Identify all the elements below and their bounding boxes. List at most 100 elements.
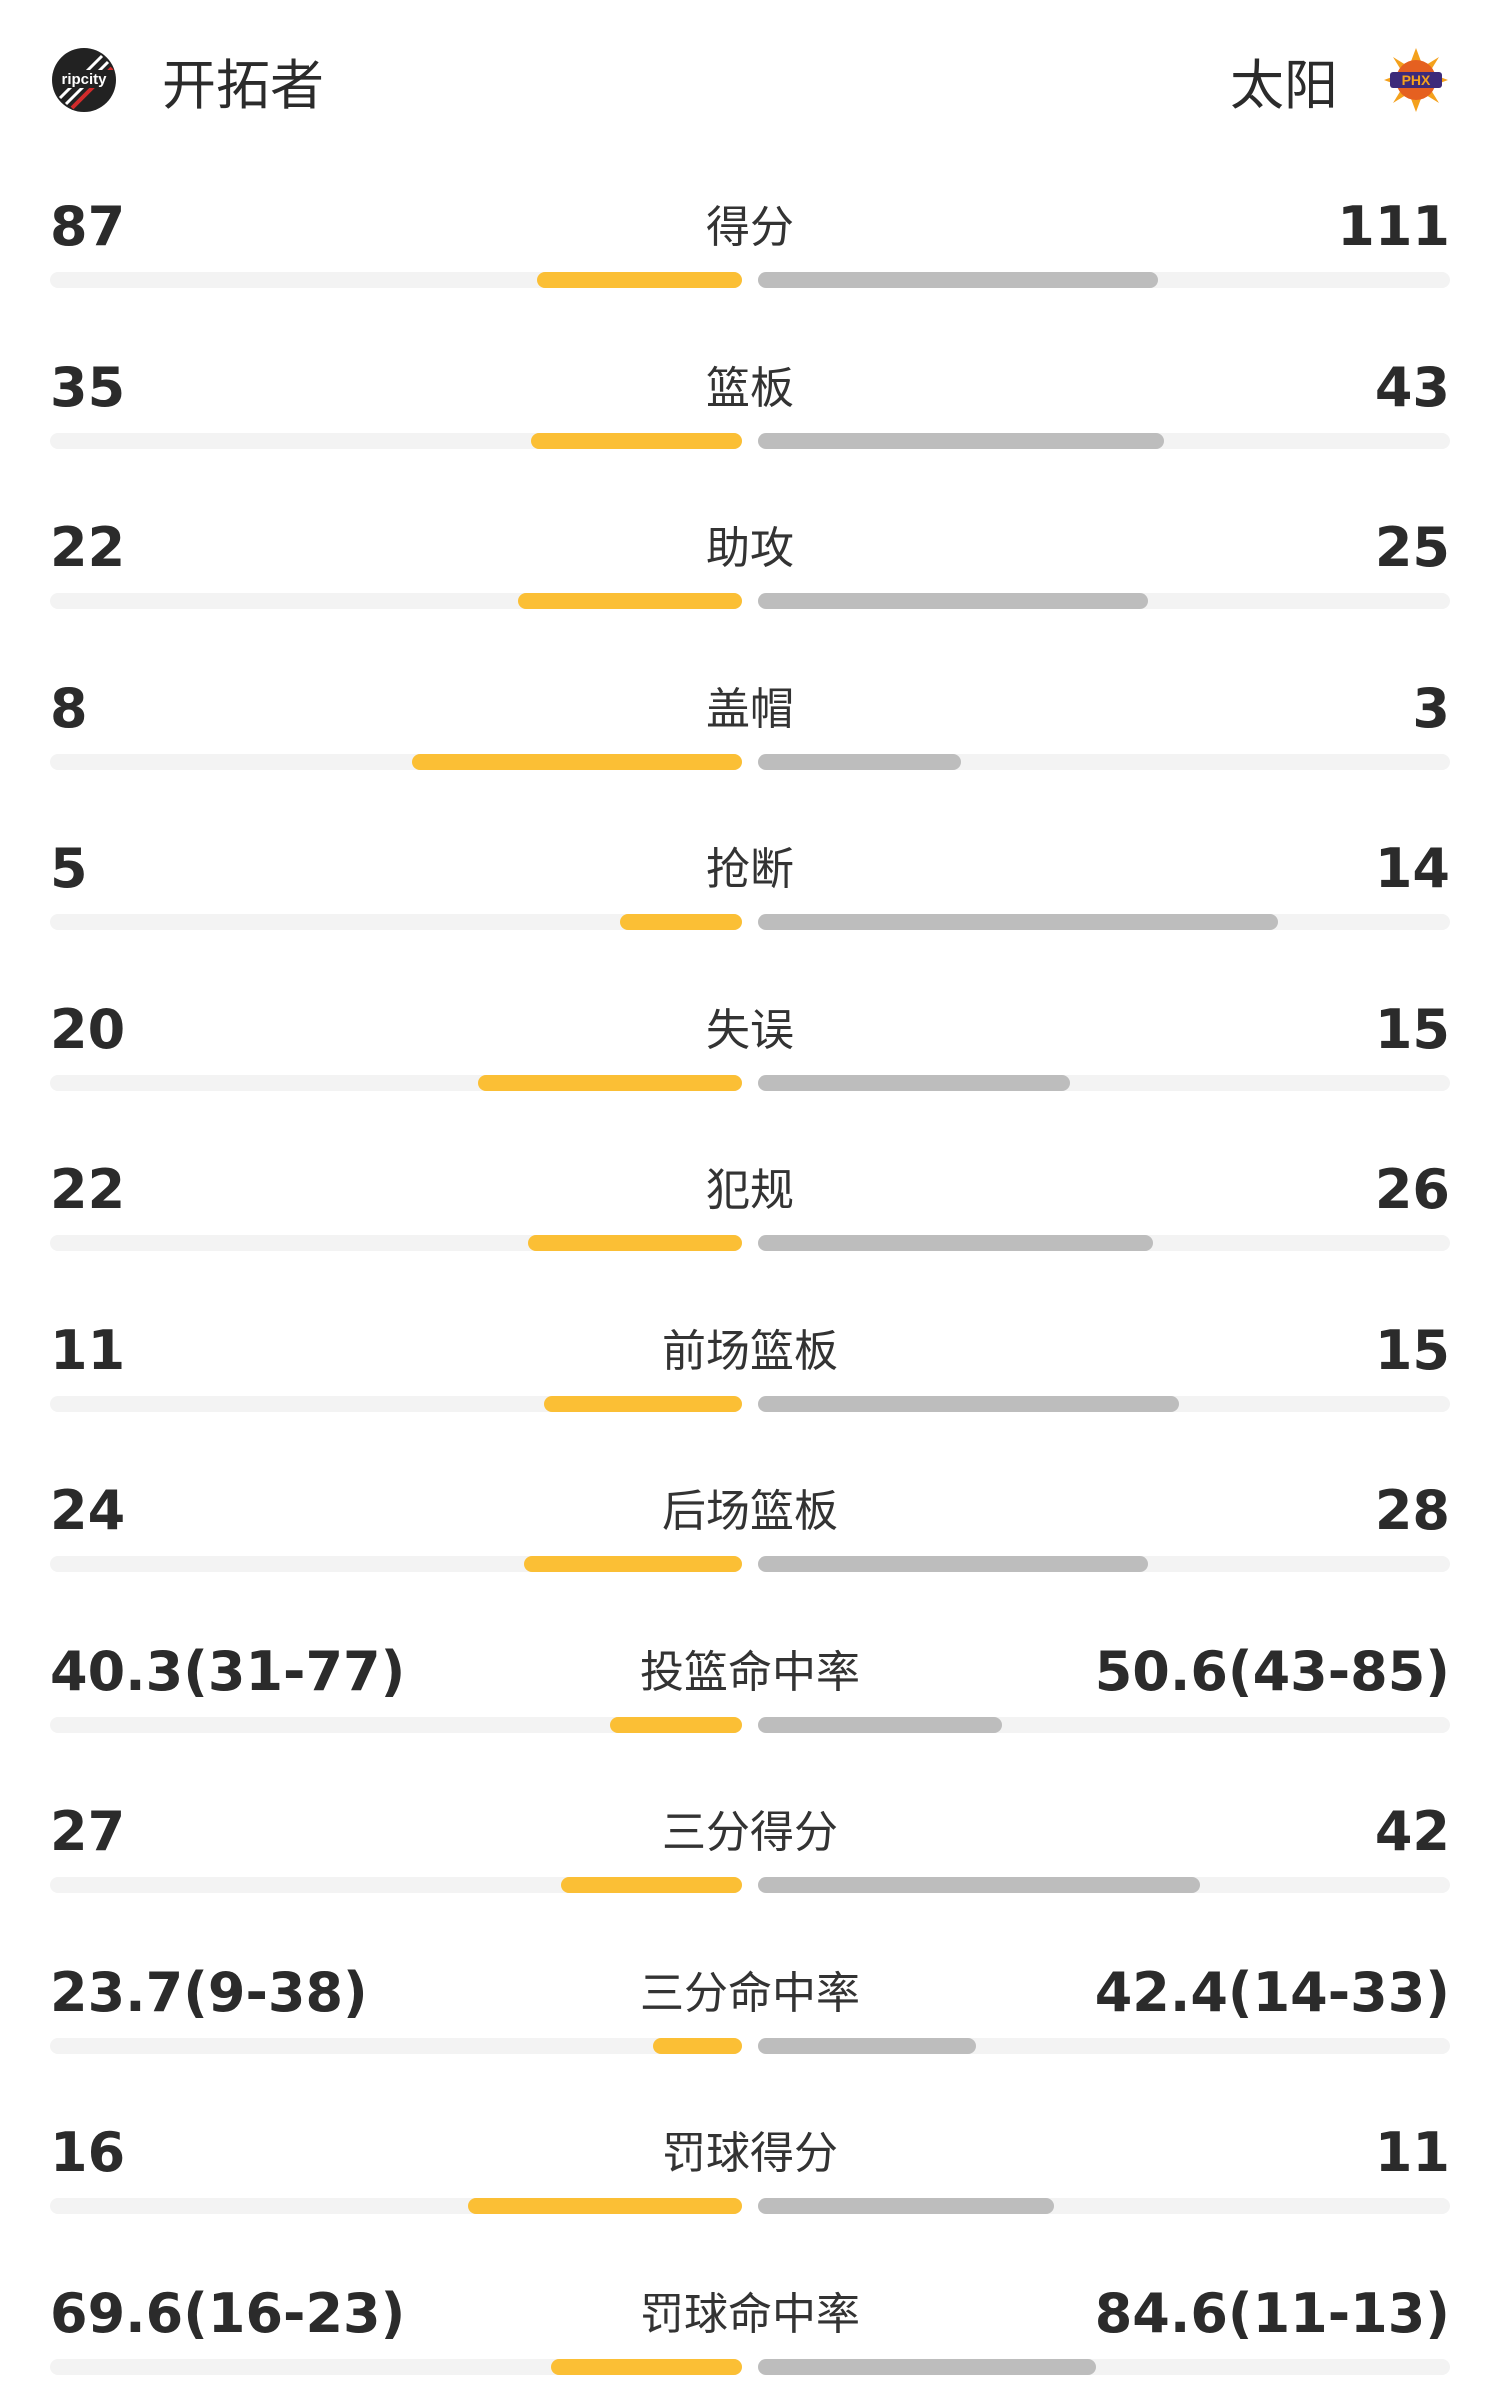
- away-stat-value: 84.6(11-13): [1094, 2281, 1450, 2345]
- stat-row: 24 后场篮板 28: [50, 1464, 1450, 1625]
- away-stat-bar: [758, 753, 961, 770]
- home-stat-value: 35: [50, 355, 126, 419]
- home-stat-bar: [524, 1556, 742, 1572]
- home-stat-bar: [550, 2358, 742, 2375]
- stats-list: 87 得分 111 35 篮板 43 22 助攻 25 8 盖帽 3 5 抢断 14 20 失误 15 22 犯规 26…: [50, 180, 1450, 2400]
- home-stat-bar-track: [50, 1395, 742, 1412]
- home-stat-value: 27: [50, 1800, 126, 1863]
- blazers-ripcity-logo-icon: ripcity: [52, 48, 116, 112]
- stat-label: 罚球命中率: [640, 2288, 860, 2340]
- home-stat-bar: [527, 1235, 742, 1251]
- away-stat-bar: [758, 1074, 1070, 1091]
- away-stat-bar-track: [758, 593, 1450, 609]
- away-stat-bar: [758, 1395, 1180, 1412]
- home-team-name: 开拓者: [162, 53, 324, 117]
- away-team-name: 太阳: [1230, 53, 1338, 117]
- stat-row: 16 罚球得分 11: [50, 2106, 1450, 2267]
- stat-row: 87 得分 111: [50, 180, 1450, 341]
- away-stat-value: 26: [1374, 1158, 1450, 1221]
- away-stat-bar-track: [758, 432, 1450, 449]
- stat-label: 犯规: [706, 1165, 794, 1216]
- away-stat-bar: [758, 593, 1148, 609]
- home-stat-bar-track: [50, 593, 742, 609]
- stat-label: 投篮命中率: [640, 1646, 860, 1698]
- home-stat-value: 16: [50, 2121, 126, 2184]
- home-stat-bar-track: [50, 1235, 742, 1251]
- away-stat-bar-track: [758, 2198, 1450, 2214]
- home-stat-bar-track: [50, 1716, 742, 1733]
- away-stat-value: 28: [1374, 1479, 1450, 1542]
- home-stat-bar-track: [50, 1877, 742, 1893]
- away-stat-bar-track: [758, 1235, 1450, 1251]
- stat-row: 35 篮板 43: [50, 341, 1450, 502]
- home-stat-value: 22: [50, 516, 126, 579]
- stat-label: 助攻: [706, 523, 794, 574]
- away-stat-bar-track: [758, 753, 1450, 770]
- stat-row: 27 三分得分 42: [50, 1785, 1450, 1946]
- home-stat-bar-track: [50, 1074, 742, 1091]
- stat-row: 22 犯规 26: [50, 1143, 1450, 1304]
- away-stat-value: 111: [1337, 195, 1450, 258]
- away-stat-value: 15: [1374, 997, 1450, 1061]
- stat-row: 5 抢断 14: [50, 822, 1450, 983]
- stat-label: 篮板: [706, 362, 794, 414]
- home-stat-bar: [560, 1877, 742, 1893]
- home-stat-value: 40.3(31-77): [50, 1639, 406, 1703]
- match-header: ripcity 开拓者 太阳 PHX: [50, 40, 1450, 120]
- home-stat-value: 22: [50, 1158, 126, 1221]
- away-team[interactable]: 太阳 PHX: [1230, 40, 1450, 120]
- home-stat-bar: [530, 432, 742, 449]
- home-stat-bar-track: [50, 432, 742, 449]
- away-stat-bar-track: [758, 1395, 1450, 1412]
- away-stat-bar-track: [758, 272, 1450, 288]
- home-stat-bar-track: [50, 2037, 742, 2054]
- away-stat-bar: [758, 2198, 1055, 2214]
- home-stat-bar: [412, 753, 742, 770]
- home-stat-value: 24: [50, 1479, 126, 1542]
- stat-label: 盖帽: [706, 683, 794, 735]
- home-stat-bar: [468, 2198, 742, 2214]
- away-stat-value: 25: [1374, 516, 1450, 579]
- stat-label: 后场篮板: [662, 1486, 838, 1537]
- away-stat-value: 15: [1374, 1318, 1450, 1382]
- stat-row: 22 助攻 25: [50, 501, 1450, 662]
- home-stat-bar-track: [50, 272, 742, 288]
- away-stat-bar: [758, 1235, 1154, 1251]
- stat-label: 三分得分: [662, 1807, 838, 1858]
- home-stat-value: 11: [50, 1318, 126, 1382]
- away-stat-bar: [758, 2358, 1096, 2375]
- away-stat-bar-track: [758, 2358, 1450, 2375]
- home-stat-value: 23.7(9-38): [50, 1960, 368, 2024]
- stat-label: 三分命中率: [640, 1967, 860, 2019]
- stat-label: 得分: [706, 202, 794, 253]
- away-stat-bar: [758, 1716, 1003, 1733]
- home-team[interactable]: ripcity 开拓者: [50, 40, 324, 120]
- home-stat-bar: [610, 1716, 742, 1733]
- home-stat-bar-track: [50, 2198, 742, 2214]
- home-stat-bar: [544, 1395, 742, 1412]
- home-stat-bar: [517, 593, 742, 609]
- home-stat-bar: [478, 1074, 742, 1091]
- stat-label: 罚球得分: [662, 2128, 838, 2179]
- stat-row: 8 盖帽 3: [50, 662, 1450, 823]
- away-stat-value: 11: [1374, 2121, 1450, 2184]
- suns-phx-logo-icon: PHX: [1384, 48, 1448, 112]
- stat-label: 前场篮板: [662, 1325, 838, 1377]
- stat-row: 23.7(9-38) 三分命中率 42.4(14-33): [50, 1946, 1450, 2107]
- away-stat-bar-track: [758, 1877, 1450, 1893]
- away-stat-bar-track: [758, 914, 1450, 930]
- away-stat-bar: [758, 914, 1278, 930]
- away-stat-bar: [758, 272, 1159, 288]
- stat-row: 40.3(31-77) 投篮命中率 50.6(43-85): [50, 1625, 1450, 1786]
- home-stat-value: 20: [50, 997, 126, 1061]
- away-stat-bar-track: [758, 1716, 1450, 1733]
- away-stat-bar-track: [758, 1074, 1450, 1091]
- stat-row: 69.6(16-23) 罚球命中率 84.6(11-13): [50, 2267, 1450, 2400]
- away-stat-value: 3: [1412, 676, 1450, 740]
- away-stat-bar: [758, 1877, 1200, 1893]
- home-stat-bar: [537, 272, 742, 288]
- home-stat-value: 69.6(16-23): [50, 2281, 406, 2345]
- home-stat-value: 8: [50, 676, 88, 740]
- logo-text-away: PHX: [1402, 72, 1431, 88]
- home-stat-bar: [652, 2037, 742, 2054]
